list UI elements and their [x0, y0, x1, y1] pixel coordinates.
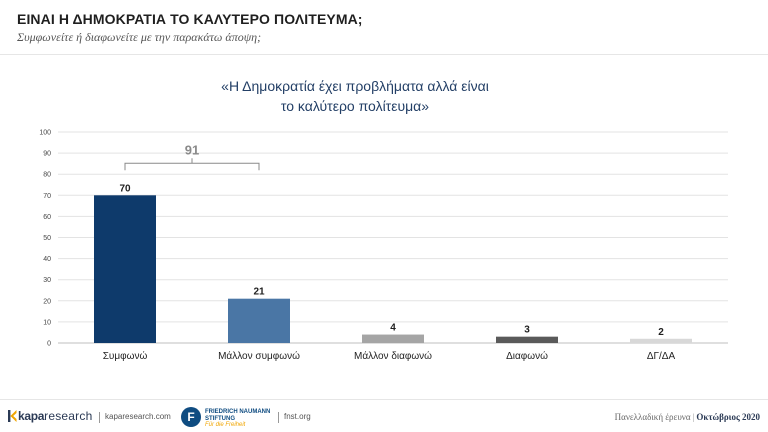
fnf-tagline: Für die Freiheit	[205, 422, 246, 428]
chart-title: «Η Δημοκρατία έχει προβλήματα αλλά είναι…	[0, 76, 710, 116]
y-tick-label: 80	[43, 172, 51, 179]
data-label: 3	[524, 325, 530, 336]
category-label: Μάλλον συμφωνώ	[218, 350, 300, 362]
survey-label: Πανελλαδική έρευνα	[614, 412, 691, 422]
footer-separator	[99, 412, 100, 423]
survey-separator: |	[692, 412, 695, 422]
data-label: 2	[658, 327, 664, 338]
data-label: 70	[119, 183, 131, 194]
page-title: ΕΙΝΑΙ Η ΔΗΜΟΚΡΑΤΙΑ ΤΟ ΚΑΛΥΤΕΡΟ ΠΟΛΙΤΕΥΜΑ…	[17, 11, 363, 27]
y-tick-label: 90	[43, 151, 51, 158]
kapa-k-icon	[8, 410, 17, 422]
y-tick-label: 30	[43, 277, 51, 284]
annotation-bracket	[124, 158, 260, 171]
chart-title-line-1: «Η Δημοκρατία έχει προβλήματα αλλά είναι	[221, 78, 489, 94]
bar	[630, 338, 692, 343]
bar-labels: 70 Συμφωνώ 21 Μάλλον συμφωνώ 4 Μάλλον διαφωνώ…	[103, 183, 676, 362]
gridlines	[58, 131, 728, 344]
footer: kaparesearch kaparesearch.com F FRIEDRIC…	[0, 404, 768, 430]
survey-info: Πανελλαδική έρευνα | Οκτώβριος 2020	[615, 412, 760, 422]
category-label: Συμφωνώ	[103, 350, 148, 362]
y-tick-label: 50	[43, 235, 51, 242]
data-label: 4	[390, 323, 396, 334]
category-label: ΔΓ/ΔΑ	[647, 351, 676, 362]
y-tick-label: 60	[43, 214, 51, 221]
page-subtitle: Συμφωνείτε ή διαφωνείτε με την παρακάτω …	[17, 30, 262, 44]
bar-chart: 0 10 20 30 40 50 60 70 80 90 100 70 Συμφωνώ 21 Μάλλον…	[39, 130, 728, 362]
footer-separator	[278, 412, 279, 423]
category-label: Διαφωνώ	[506, 350, 548, 362]
y-tick-label: 70	[43, 193, 51, 200]
bar	[496, 336, 558, 343]
category-label: Μάλλον διαφωνώ	[354, 350, 432, 362]
fnf-line-2: STIFTUNG	[205, 415, 235, 422]
annotation-label: 91	[185, 142, 199, 157]
data-label: 21	[253, 287, 265, 298]
bars	[94, 195, 692, 343]
y-axis-ticks: 0 10 20 30 40 50 60 70 80 90 100	[39, 130, 51, 348]
bar	[362, 334, 424, 343]
bar	[94, 195, 156, 343]
bar	[228, 298, 290, 343]
footer-divider	[0, 399, 768, 400]
survey-month: Οκτώβριος 2020	[696, 412, 760, 422]
y-tick-label: 100	[39, 130, 51, 137]
fnf-wordmark: FRIEDRICH NAUMANN STIFTUNG Für die Freih…	[205, 409, 270, 429]
fnst-url-link[interactable]: fnst.org	[284, 412, 311, 421]
fnf-logo-icon: F	[181, 407, 201, 427]
y-tick-label: 10	[43, 319, 51, 326]
kapa-research-logo: kaparesearch	[8, 409, 92, 423]
kapa-brand-b: research	[44, 409, 93, 423]
kapa-brand-a: kapa	[18, 409, 45, 423]
y-tick-label: 0	[47, 341, 51, 348]
header-divider	[0, 54, 768, 55]
sum-annotation: 91	[124, 142, 260, 171]
fnf-logo-letter: F	[187, 410, 195, 424]
chart-title-line-2: το καλύτερο πολίτευμα»	[280, 98, 430, 114]
kapa-url-link[interactable]: kaparesearch.com	[105, 412, 171, 421]
fnf-line-1: FRIEDRICH NAUMANN	[205, 409, 271, 415]
y-tick-label: 40	[43, 256, 51, 263]
y-tick-label: 20	[43, 298, 51, 305]
